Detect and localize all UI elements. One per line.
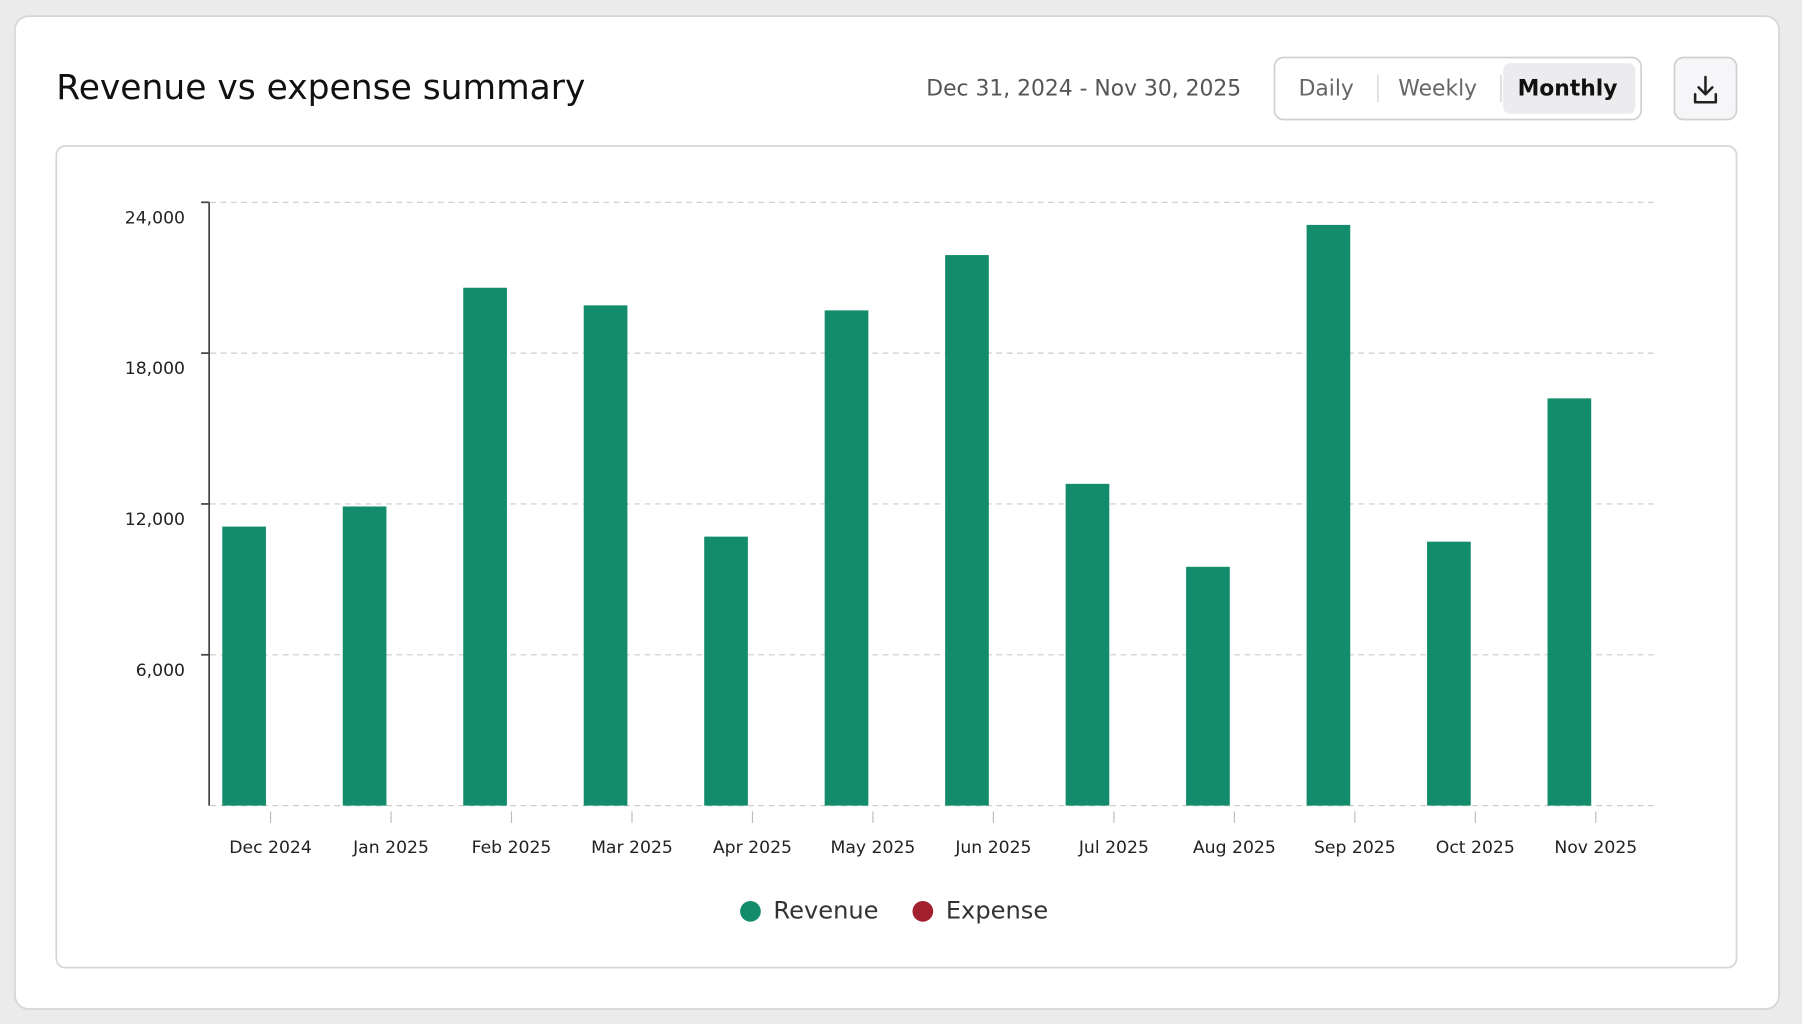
view-active-bg[interactable]: [1503, 63, 1636, 114]
y-tick-label: 12,000: [125, 510, 185, 530]
bar: [342, 506, 387, 806]
x-tick-label: May 2025: [830, 838, 915, 858]
legend-marker: [912, 901, 934, 922]
y-tick-label: 18,000: [125, 359, 185, 379]
x-tick-label: Aug 2025: [1193, 838, 1276, 858]
date-range: Dec 31, 2024 - Nov 30, 2025: [926, 77, 1241, 102]
bar: [1547, 398, 1592, 806]
y-tick-label: 24,000: [125, 208, 185, 228]
x-tick-label: Sep 2025: [1314, 838, 1396, 858]
bar: [704, 536, 748, 806]
bar: [583, 305, 628, 806]
x-tick-label: Dec 2024: [229, 838, 312, 858]
download-icon[interactable]: [1693, 75, 1718, 104]
legend-label: Revenue: [773, 896, 878, 924]
bar: [1306, 224, 1351, 806]
bar: [1065, 483, 1110, 806]
legend-label: Expense: [946, 896, 1048, 924]
x-tick-label: Nov 2025: [1554, 838, 1637, 858]
download-button[interactable]: [1673, 56, 1738, 121]
view-button[interactable]: Weekly: [1398, 77, 1477, 102]
x-tick-label: Mar 2025: [591, 838, 673, 858]
x-tick-label: Oct 2025: [1436, 838, 1515, 858]
x-tick-label: Jan 2025: [352, 838, 429, 858]
x-tick-label: Feb 2025: [472, 838, 552, 858]
x-tick-label: Jul 2025: [1078, 838, 1149, 858]
y-tick-label: 6,000: [136, 661, 185, 681]
bar: [1186, 566, 1230, 806]
bar: [1427, 541, 1471, 806]
bar: [824, 310, 869, 806]
bar: [463, 287, 507, 806]
x-tick-label: Apr 2025: [713, 838, 792, 858]
x-tick-label: Jun 2025: [954, 838, 1031, 858]
legend-marker: [740, 901, 761, 922]
bar: [222, 526, 266, 806]
view-button[interactable]: Monthly: [1518, 77, 1618, 102]
bar: [945, 255, 989, 806]
card-title: Revenue vs expense summary: [56, 68, 585, 108]
view-button[interactable]: Daily: [1299, 77, 1354, 102]
